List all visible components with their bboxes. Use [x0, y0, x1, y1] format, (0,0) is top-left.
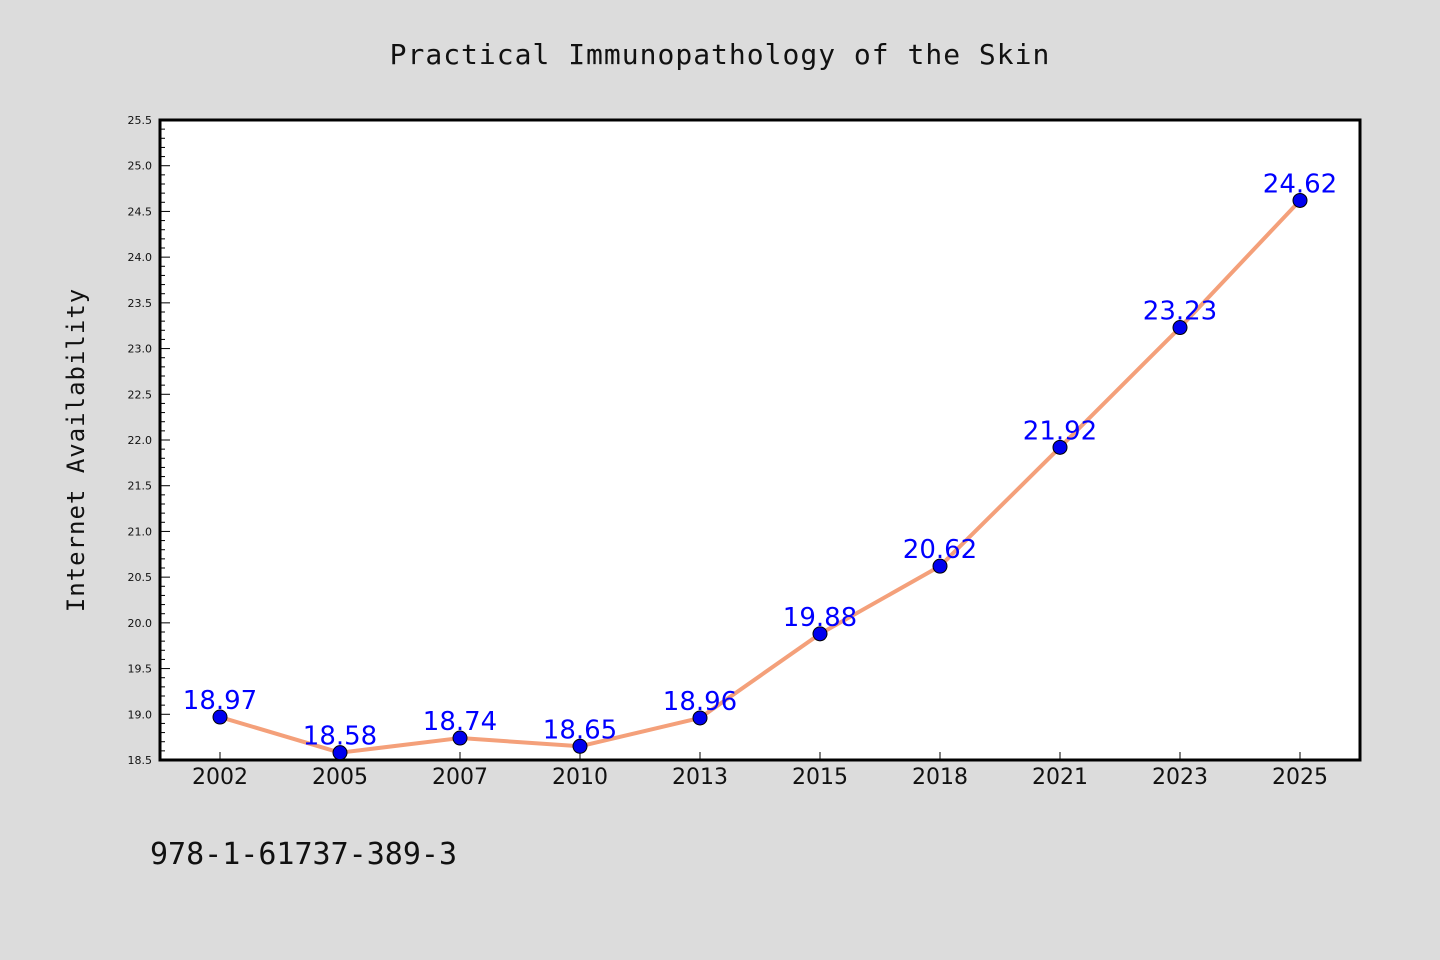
series-line-group	[218, 198, 1302, 755]
data-points-group	[212, 192, 1308, 761]
y-tick-label: 20.5	[128, 571, 153, 584]
x-tick-label: 2010	[552, 765, 608, 790]
y-tick-label: 24.0	[128, 251, 153, 264]
data-label: 24.62	[1263, 169, 1337, 199]
x-tick-label: 2023	[1152, 765, 1208, 790]
data-point	[932, 558, 948, 574]
plot-area	[158, 118, 1362, 762]
data-label: 18.97	[183, 686, 257, 716]
x-axis: 2002 2005 2007 2010 2013 2015 2018 2021 2023 2025	[192, 752, 1328, 790]
data-point	[572, 738, 588, 754]
x-tick-label: 2002	[192, 765, 248, 790]
data-label: 21.92	[1023, 416, 1097, 446]
data-point	[692, 710, 708, 726]
data-labels-group: 18.97 18.58 18.74 18.65 18.96 19.88 20.62 21.92…	[183, 169, 1337, 751]
data-label: 19.88	[783, 603, 857, 633]
y-axis: 18.5 19.0 19.5 20.0 20.5 21.0 21.5 22.0 22.5 23.0…	[128, 114, 170, 767]
data-point	[212, 709, 228, 725]
data-label: 20.62	[903, 535, 977, 565]
x-tick-label: 2013	[672, 765, 728, 790]
x-tick-label: 2021	[1032, 765, 1088, 790]
data-point	[1052, 439, 1068, 455]
data-point	[1172, 320, 1188, 336]
data-label: 18.58	[303, 722, 377, 752]
data-label: 18.96	[663, 687, 737, 717]
x-tick-label: 2018	[912, 765, 968, 790]
data-label: 18.65	[543, 715, 617, 745]
y-tick-label: 19.0	[128, 708, 153, 721]
y-tick-label: 22.5	[128, 388, 153, 401]
y-axis-label: Internet Availability	[62, 288, 90, 612]
chart-title: Practical Immunopathology of the Skin	[390, 38, 1051, 71]
data-point	[1292, 192, 1308, 208]
x-tick-label: 2025	[1272, 765, 1328, 790]
y-tick-label: 19.5	[128, 663, 153, 676]
y-tick-label: 23.0	[128, 343, 153, 356]
data-point	[332, 745, 348, 761]
x-tick-label: 2005	[312, 765, 368, 790]
y-tick-label: 21.0	[128, 525, 153, 538]
y-tick-label: 23.5	[128, 297, 153, 310]
y-tick-label: 22.0	[128, 434, 153, 447]
data-label: 23.23	[1143, 297, 1217, 327]
x-tick-label: 2007	[432, 765, 488, 790]
y-tick-label: 21.5	[128, 480, 153, 493]
y-tick-label: 20.0	[128, 617, 153, 630]
y-tick-label: 25.5	[128, 114, 153, 127]
series-line	[218, 198, 1302, 755]
y-tick-label: 18.5	[128, 754, 153, 767]
data-point	[452, 730, 468, 746]
isbn-footer: 978-1-61737-389-3	[150, 837, 457, 872]
data-point	[812, 626, 828, 642]
y-tick-label: 24.5	[128, 205, 153, 218]
data-label: 18.74	[423, 707, 497, 737]
x-tick-label: 2015	[792, 765, 848, 790]
y-tick-label: 25.0	[128, 160, 153, 173]
